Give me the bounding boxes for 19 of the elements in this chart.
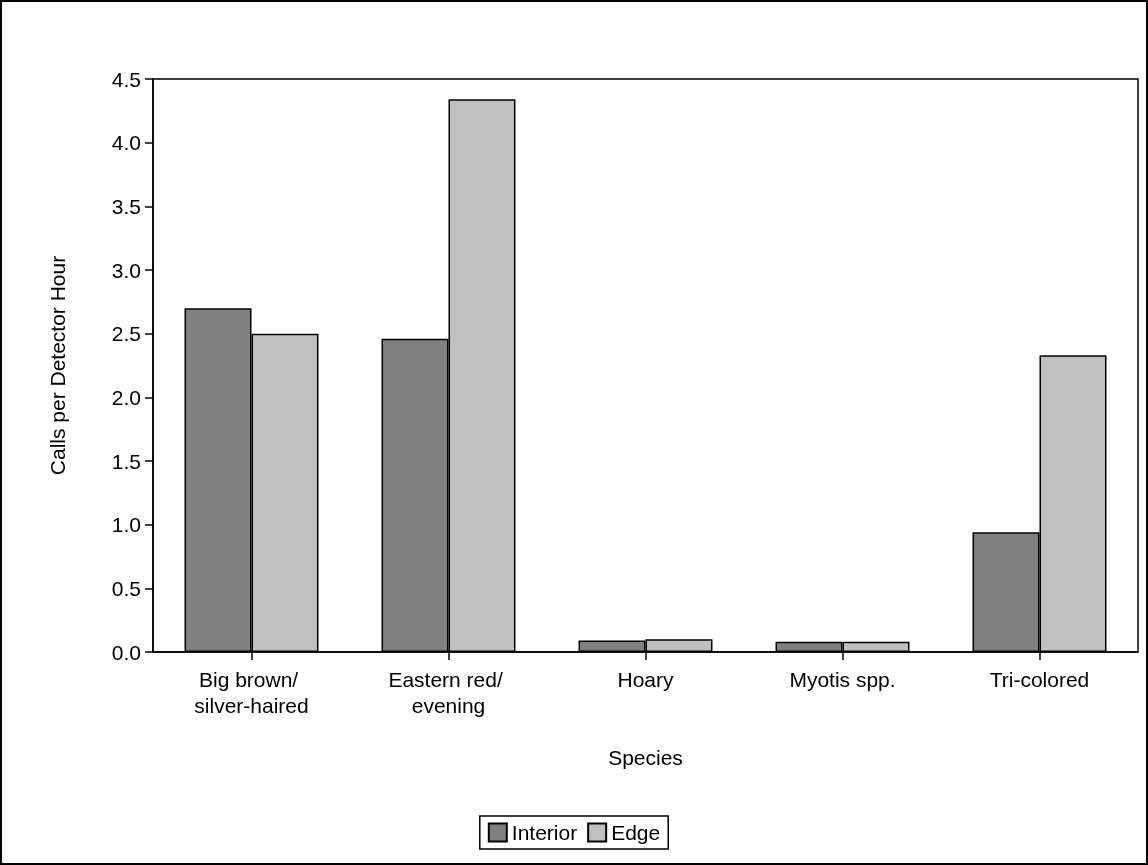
- y-axis-title: Calls per Detector Hour: [46, 255, 69, 476]
- y-tick-label: 4.5: [111, 67, 141, 91]
- y-tick-label: 0.5: [111, 576, 141, 600]
- x-axis-title: Species: [608, 746, 683, 769]
- x-tick-label: Myotis spp.: [789, 667, 896, 691]
- y-tick-label: 2.5: [111, 322, 141, 346]
- x-tick-label: Big brown/ silver-haired: [194, 667, 309, 717]
- y-tick-label: 2.0: [111, 385, 141, 409]
- y-tick-label: 3.0: [111, 258, 141, 282]
- x-tick-label: Eastern red/ evening: [388, 667, 509, 717]
- x-tick-label: Hoary: [617, 667, 674, 691]
- y-tick-label: 0.0: [111, 640, 141, 664]
- y-tick-label: 3.5: [111, 194, 141, 218]
- x-tick-label: Tri-colored: [989, 667, 1090, 691]
- y-tick-label: 1.5: [111, 449, 141, 473]
- legend-label: Edge: [611, 821, 661, 844]
- legend-label: Interior: [511, 821, 578, 844]
- y-tick-label: 1.0: [111, 513, 141, 537]
- y-tick-label: 4.0: [111, 131, 141, 155]
